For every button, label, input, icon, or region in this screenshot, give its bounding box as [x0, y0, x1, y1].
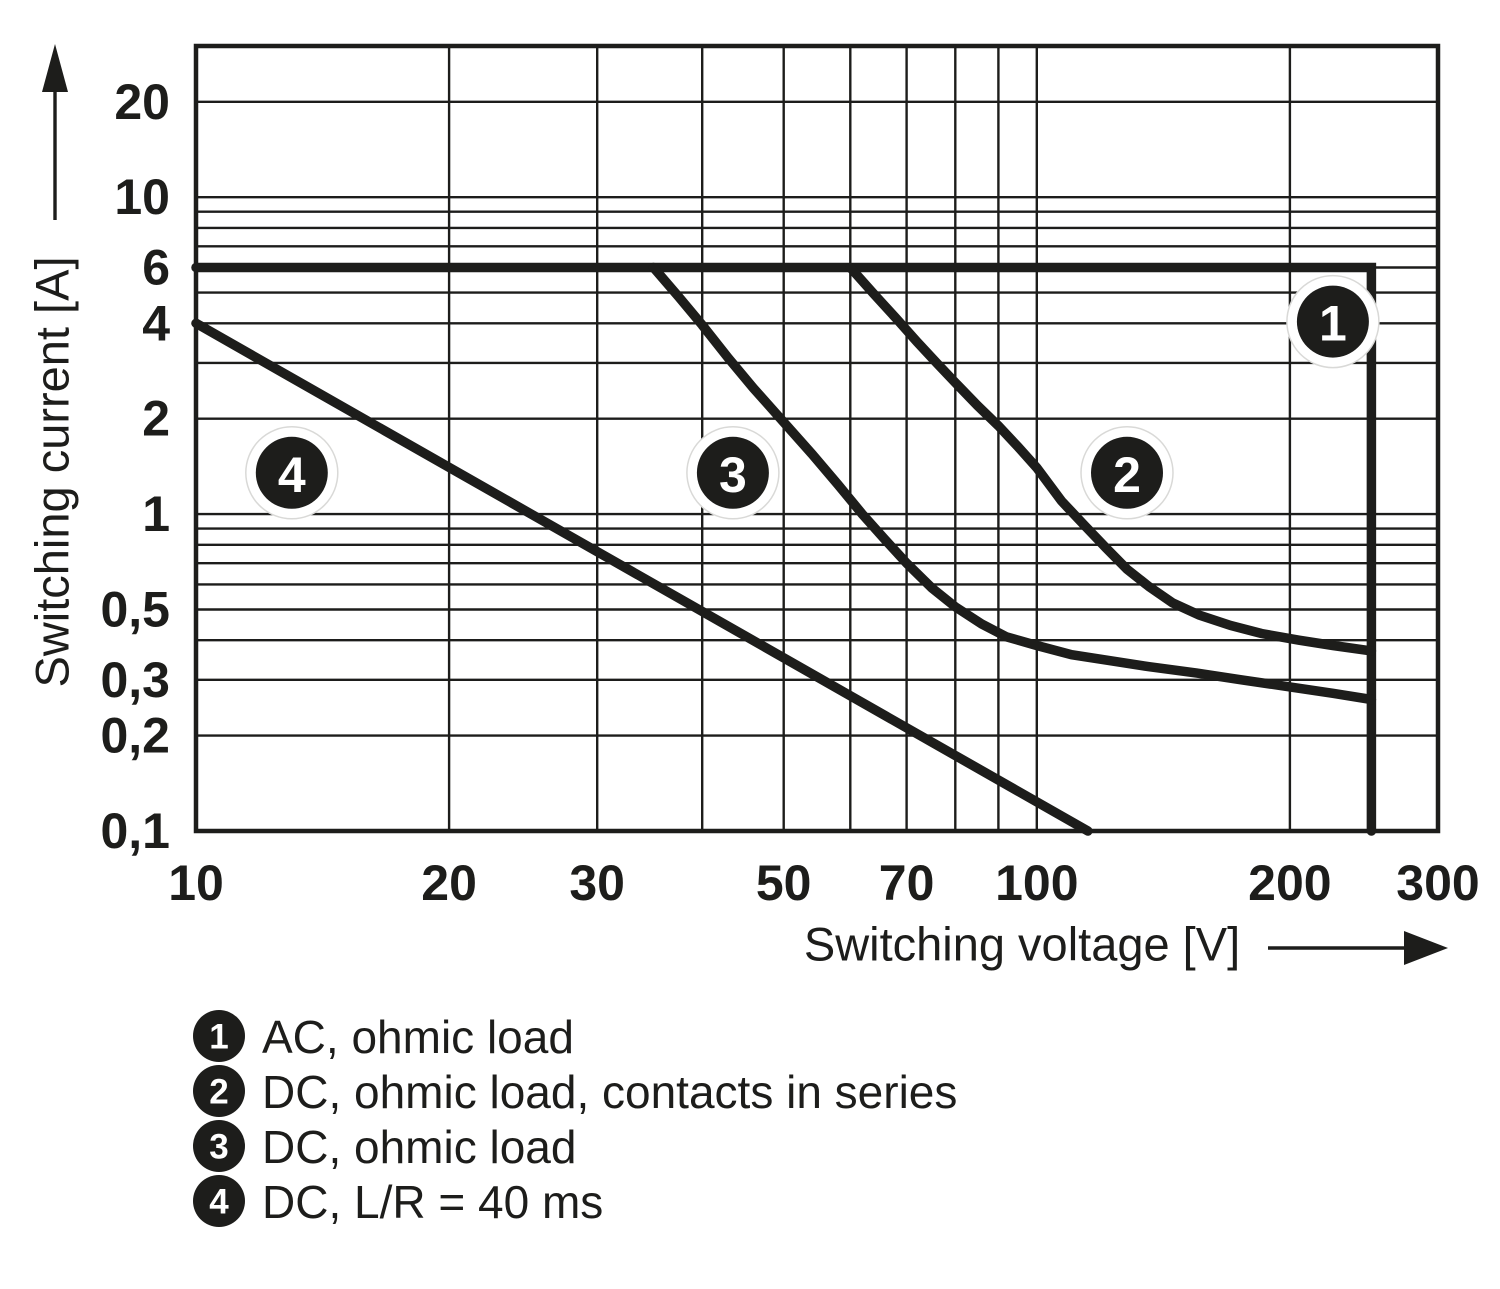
y-tick-label-6: 6 — [142, 240, 170, 296]
curve-marker-4: 4 — [245, 426, 339, 520]
legend-number: 2 — [209, 1073, 228, 1112]
y-tick-label-0,5: 0,5 — [100, 582, 170, 638]
legend-item-3: 3 DC, ohmic load — [193, 1120, 576, 1173]
y-tick-label-0,2: 0,2 — [100, 708, 170, 764]
legend-number-disc — [193, 1120, 245, 1172]
marker-number: 1 — [1319, 296, 1347, 352]
y-axis-tick-labels: 20 10 64 2 1 0,5 0,30,2 0,1 — [100, 74, 170, 859]
x-axis-tick-labels: 10 20 30 50 70 100 200 300 — [168, 855, 1480, 911]
x-tick-label-10: 10 — [168, 855, 224, 911]
x-tick-label-30: 30 — [569, 855, 625, 911]
y-tick-label-2: 2 — [142, 391, 170, 447]
legend-number: 3 — [209, 1128, 228, 1167]
curve-3 — [648, 262, 1377, 705]
curve-marker-3: 3 — [686, 426, 780, 520]
marker-number: 3 — [719, 447, 747, 503]
marker-number: 4 — [278, 447, 306, 503]
plot-border — [193, 43, 1441, 834]
legend-item-4: 4 DC, L/R = 40 ms — [193, 1175, 603, 1228]
curve-4 — [191, 318, 1093, 836]
legend-number: 1 — [209, 1018, 228, 1057]
x-axis-arrow-icon — [1268, 931, 1448, 965]
curves — [191, 262, 1377, 836]
curve-2 — [845, 262, 1377, 656]
x-axis-title: Switching voltage [V] — [804, 918, 1240, 971]
curve-marker-2: 2 — [1080, 426, 1174, 520]
x-tick-label-100: 100 — [995, 855, 1078, 911]
x-tick-label-70: 70 — [879, 855, 935, 911]
y-tick-label-20: 20 — [114, 74, 170, 130]
y-tick-label-0,3: 0,3 — [100, 652, 170, 708]
legend-label: AC, ohmic load — [262, 1011, 574, 1063]
legend-item-2: 2 DC, ohmic load, contacts in series — [193, 1065, 957, 1118]
legend-item-1: 1 AC, ohmic load — [193, 1010, 574, 1063]
y-axis-arrow-icon — [42, 44, 68, 220]
legend-number-disc — [193, 1175, 245, 1227]
legend-label: DC, L/R = 40 ms — [262, 1176, 603, 1228]
curve-markers: 1 2 3 4 — [245, 274, 1380, 520]
grid — [196, 46, 1438, 831]
y-tick-label-1: 1 — [142, 486, 170, 542]
curve-marker-1: 1 — [1286, 274, 1380, 369]
curve-1 — [191, 262, 1377, 836]
legend-number-disc — [193, 1010, 245, 1062]
marker-disc — [1091, 436, 1163, 509]
legend-number-disc — [193, 1065, 245, 1117]
marker-disc — [1296, 285, 1369, 358]
y-tick-label-10: 10 — [114, 169, 170, 225]
legend-number: 4 — [209, 1183, 229, 1222]
x-tick-label-50: 50 — [756, 855, 812, 911]
y-axis-title: Switching current [A] — [26, 256, 79, 687]
marker-disc — [696, 436, 769, 509]
y-tick-label-0,1: 0,1 — [100, 803, 170, 859]
legend-label: DC, ohmic load, contacts in series — [262, 1066, 957, 1118]
y-tick-label-4: 4 — [142, 295, 170, 351]
x-tick-label-200: 200 — [1248, 855, 1331, 911]
legend-label: DC, ohmic load — [262, 1121, 576, 1173]
legend: 1 AC, ohmic load 2 DC, ohmic load, contacts… — [193, 1010, 957, 1228]
marker-disc — [255, 436, 328, 509]
x-tick-label-300: 300 — [1396, 855, 1479, 911]
x-tick-label-20: 20 — [421, 855, 477, 911]
marker-number: 2 — [1113, 447, 1141, 503]
